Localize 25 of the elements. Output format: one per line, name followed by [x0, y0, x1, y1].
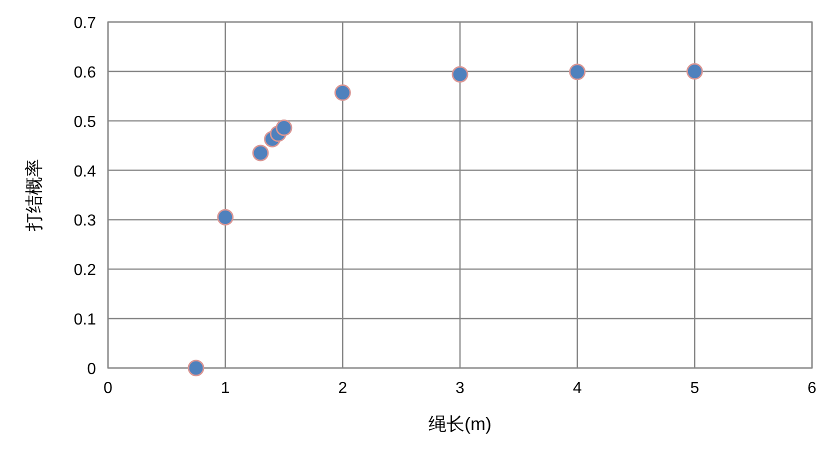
y-tick-label: 0.7: [74, 15, 96, 32]
x-tick-label: 4: [572, 380, 582, 397]
point: [569, 64, 586, 80]
point: [452, 66, 468, 83]
x-tick-label: 2: [338, 380, 348, 397]
point: [252, 144, 269, 162]
y-tick-label: 0.1: [74, 312, 96, 329]
y-tick-label: 0: [87, 361, 96, 378]
point: [686, 63, 703, 80]
x-tick-label: 3: [456, 380, 465, 397]
y-axis-title: 打结概率: [24, 159, 44, 232]
y-tick-label: 0.6: [74, 64, 96, 82]
y-tick-label: 0.3: [74, 212, 96, 230]
x-tick-label: 5: [690, 380, 700, 397]
y-tick-label: 0.5: [74, 114, 96, 131]
x-axis-title: 绳长(m): [428, 414, 492, 434]
x-tick-label: 0: [104, 380, 113, 397]
point: [276, 120, 292, 136]
point: [217, 208, 234, 226]
x-tick-label: 1: [220, 380, 230, 397]
point: [188, 360, 204, 376]
y-tick-label: 0.4: [74, 163, 96, 180]
y-tick-label: 0.2: [74, 262, 96, 280]
x-tick-label: 6: [808, 380, 817, 397]
point: [334, 84, 351, 101]
